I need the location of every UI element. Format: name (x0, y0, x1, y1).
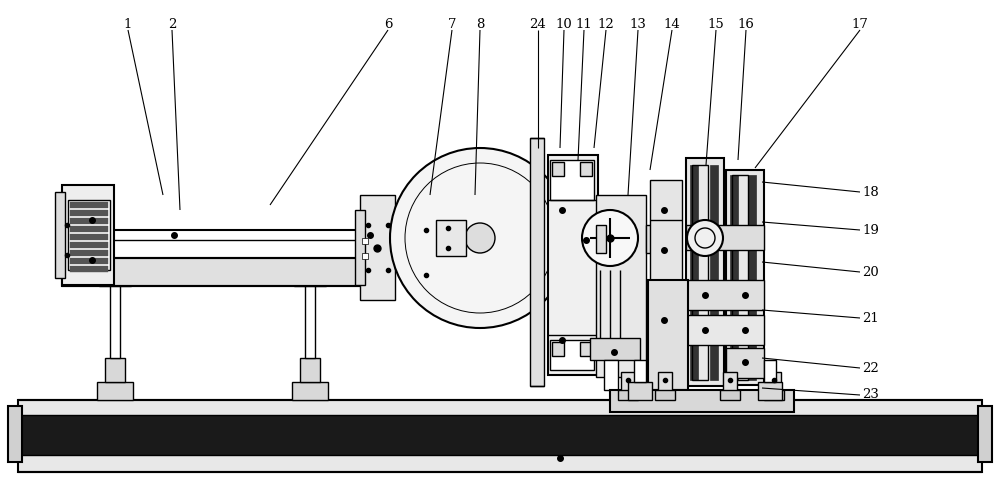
Bar (68, 200, 110, 270)
Bar (726, 348, 764, 378)
Bar (692, 165, 708, 380)
Bar (764, 360, 776, 382)
Text: 20: 20 (862, 266, 879, 279)
Text: 15: 15 (708, 18, 724, 31)
Bar (294, 270, 326, 286)
Bar (300, 358, 320, 382)
Bar (730, 175, 738, 380)
Bar (550, 340, 594, 370)
Bar (732, 175, 748, 380)
Bar (362, 253, 368, 259)
Bar (70, 242, 108, 248)
Bar (70, 226, 108, 232)
Bar (18, 415, 982, 455)
Bar (720, 390, 740, 400)
Bar (686, 315, 764, 345)
Bar (70, 250, 108, 256)
Bar (70, 202, 108, 208)
Bar (686, 158, 724, 386)
Circle shape (582, 210, 638, 266)
Text: 6: 6 (384, 18, 392, 31)
Bar (658, 372, 672, 392)
Bar (690, 165, 698, 380)
Circle shape (390, 148, 570, 328)
Text: 23: 23 (862, 388, 879, 402)
Bar (305, 285, 315, 358)
Bar (552, 162, 564, 176)
Bar (618, 390, 638, 400)
Text: 11: 11 (576, 18, 592, 31)
Text: 16: 16 (738, 18, 754, 31)
Bar (650, 180, 682, 370)
Bar (596, 195, 646, 377)
Bar (596, 225, 606, 253)
Bar (686, 280, 764, 310)
Bar (767, 372, 781, 392)
Bar (610, 390, 794, 412)
Bar (70, 258, 108, 264)
Bar (99, 270, 131, 286)
Bar (362, 238, 368, 244)
Bar (548, 155, 598, 375)
Bar (748, 175, 756, 380)
Text: 7: 7 (448, 18, 456, 31)
Bar (436, 220, 466, 256)
Bar (978, 406, 992, 462)
Bar (70, 266, 108, 272)
Bar (648, 280, 688, 390)
Text: 19: 19 (862, 224, 879, 237)
Text: 2: 2 (168, 18, 176, 31)
Text: 12: 12 (598, 18, 614, 31)
Bar (408, 212, 420, 292)
Bar (764, 390, 784, 400)
Bar (55, 192, 65, 278)
Text: 13: 13 (630, 18, 646, 31)
Text: 14: 14 (664, 18, 680, 31)
Bar (70, 218, 108, 224)
Text: 17: 17 (852, 18, 868, 31)
Bar (726, 170, 764, 385)
Bar (8, 406, 22, 462)
Bar (105, 358, 125, 382)
Circle shape (687, 220, 723, 256)
Bar (621, 372, 635, 392)
Bar (723, 372, 737, 392)
Bar (355, 210, 365, 285)
Bar (686, 225, 764, 250)
Bar (97, 382, 133, 400)
Text: 22: 22 (862, 362, 879, 375)
Bar (634, 360, 646, 382)
Bar (655, 390, 675, 400)
Text: 1: 1 (124, 18, 132, 31)
Bar (580, 342, 592, 356)
Text: 8: 8 (476, 18, 484, 31)
Text: 18: 18 (862, 186, 879, 199)
Bar (552, 342, 564, 356)
Text: 24: 24 (530, 18, 546, 31)
Bar (580, 162, 592, 176)
Bar (18, 400, 982, 472)
Circle shape (465, 223, 495, 253)
Bar (62, 258, 372, 286)
Bar (628, 382, 652, 400)
Bar (604, 360, 618, 390)
Bar (360, 195, 395, 300)
Bar (530, 138, 544, 386)
Bar (710, 165, 718, 380)
Bar (418, 207, 436, 297)
Text: 10: 10 (556, 18, 572, 31)
Bar (62, 185, 114, 285)
Bar (590, 338, 640, 360)
Bar (550, 160, 594, 200)
Text: 21: 21 (862, 311, 879, 324)
Bar (110, 285, 120, 358)
Bar (292, 382, 328, 400)
Bar (70, 234, 108, 240)
Bar (646, 225, 656, 253)
Bar (70, 210, 108, 216)
Bar (758, 382, 782, 400)
